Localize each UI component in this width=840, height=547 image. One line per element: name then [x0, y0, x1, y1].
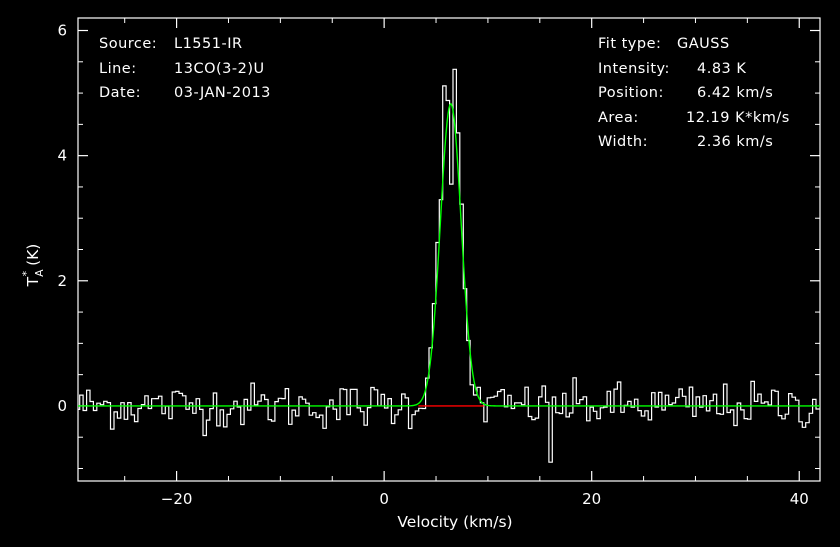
y-axis-label: TA* (K)	[20, 244, 46, 288]
x-tick-label: 20	[582, 490, 601, 508]
fit-type-label: Fit type:	[598, 36, 662, 52]
date-label: Date:	[99, 85, 142, 101]
line-label: Line:	[99, 60, 137, 77]
y-label-superscript: *	[20, 270, 33, 276]
spectrum-trace	[78, 68, 820, 463]
line-value: 13CO(3-2)U	[174, 60, 265, 77]
x-tick-label: 0	[379, 490, 389, 508]
plot-data	[78, 68, 820, 463]
info-left-panel: Source: L1551-IR Line: 13CO(3-2)U Date: 03-…	[99, 36, 271, 110]
axis-labels: −20 0 20 40 0 2 4 6 Velocity (km/s) TA* (K)	[20, 22, 809, 531]
y-tick-label: 0	[57, 397, 67, 415]
area-value: 12.19 K*km/s	[686, 109, 790, 126]
intensity-value: 4.83 K	[697, 60, 747, 77]
intensity-label: Intensity:	[598, 60, 670, 77]
area-label: Area:	[598, 109, 639, 126]
width-value: 2.36 km/s	[697, 134, 774, 150]
x-axis-label: Velocity (km/s)	[397, 513, 512, 531]
y-label-subscript: A	[33, 269, 46, 277]
width-label: Width:	[598, 134, 649, 150]
date-value: 03-JAN-2013	[174, 85, 271, 101]
gaussian-fit-curve	[78, 102, 820, 407]
fit-type-value: GAUSS	[677, 36, 730, 52]
x-tick-label: 40	[790, 490, 809, 508]
y-tick-label: 6	[57, 22, 67, 40]
info-right-panel: Fit type: GAUSS Intensity: 4.83 K Position…	[598, 36, 790, 159]
y-label-main: T	[24, 276, 42, 287]
x-tick-label: −20	[161, 490, 193, 508]
y-tick-label: 4	[57, 147, 67, 165]
position-label: Position:	[598, 85, 664, 101]
source-label: Source:	[99, 36, 158, 52]
source-value: L1551-IR	[174, 36, 243, 52]
y-label-unit: (K)	[24, 244, 42, 271]
position-value: 6.42 km/s	[697, 85, 774, 101]
y-tick-label: 2	[57, 272, 67, 290]
